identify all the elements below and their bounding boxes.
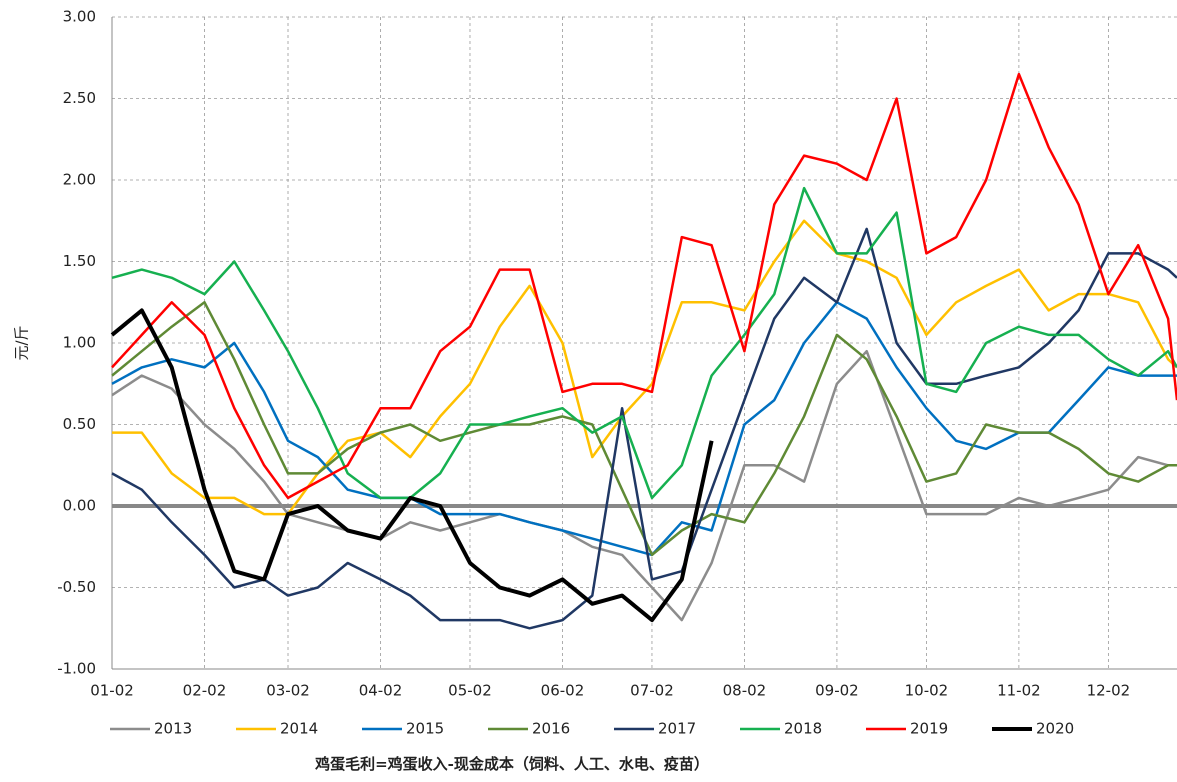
caption: 鸡蛋毛利=鸡蛋收入-现金成本（饲料、人工、水电、疫苗）: [314, 755, 709, 773]
x-tick-label: 11-02: [997, 682, 1041, 700]
x-tick-label: 06-02: [541, 682, 585, 700]
x-tick-label: 01-02: [90, 682, 134, 700]
series-line: [111, 301, 1177, 557]
x-tick-label: 02-02: [183, 682, 227, 700]
legend-label: 2013: [154, 720, 192, 738]
legend-label: 2018: [784, 720, 822, 738]
legend-label: 2020: [1036, 720, 1074, 738]
series-line: [111, 227, 1177, 630]
x-tick-label: 07-02: [630, 682, 674, 700]
y-tick-label: 1.50: [63, 252, 96, 270]
legend-label: 2015: [406, 720, 444, 738]
legend-label: 2019: [910, 720, 948, 738]
y-tick-label: 0.50: [63, 415, 96, 433]
x-tick-label: 10-02: [905, 682, 949, 700]
x-tick-label: 03-02: [266, 682, 310, 700]
series-line: [110, 308, 714, 623]
series-line: [111, 72, 1177, 500]
x-tick-label: 05-02: [448, 682, 492, 700]
x-tick-label: 12-02: [1087, 682, 1131, 700]
legend-label: 2014: [280, 720, 318, 738]
y-tick-label: -1.00: [57, 660, 96, 678]
y-tick-label: -0.50: [57, 578, 96, 596]
x-tick-label: 04-02: [359, 682, 403, 700]
x-tick-label: 09-02: [815, 682, 859, 700]
y-tick-label: 0.00: [63, 497, 96, 515]
y-axis-label: 元/斤: [13, 325, 31, 360]
y-tick-label: 3.00: [63, 8, 96, 26]
x-tick-label: 08-02: [723, 682, 767, 700]
series-line: [111, 301, 1177, 557]
legend-label: 2016: [532, 720, 570, 738]
series-line: [111, 186, 1177, 500]
legend-label: 2017: [658, 720, 696, 738]
y-tick-label: 2.00: [63, 171, 96, 189]
y-tick-label: 1.00: [63, 334, 96, 352]
y-tick-label: 2.50: [63, 89, 96, 107]
